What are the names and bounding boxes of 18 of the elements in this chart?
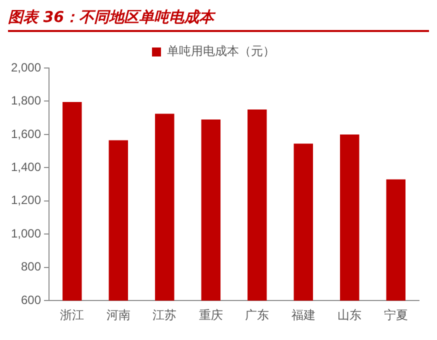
x-tick-label: 宁夏 (384, 308, 408, 322)
y-tick-label: 1,800 (11, 94, 42, 108)
y-tick-label: 1,000 (11, 226, 42, 240)
chart-title: 图表 36：不同地区单吨电成本 (8, 8, 429, 32)
x-tick-label: 浙江 (60, 308, 84, 322)
y-tick-label: 1,200 (11, 193, 42, 208)
y-tick-label: 800 (21, 260, 42, 274)
x-tick-label: 山东 (338, 308, 362, 322)
y-tick-label: 2,000 (11, 60, 42, 74)
legend-label: 单吨用电成本（元） (167, 44, 275, 58)
x-tick-label: 河南 (106, 308, 130, 322)
x-tick-label: 广东 (245, 308, 270, 322)
y-tick-label: 1,400 (11, 160, 42, 174)
y-tick-label: 600 (21, 292, 42, 307)
x-tick-label: 江苏 (152, 308, 177, 322)
y-tick-label: 1,600 (11, 126, 42, 141)
x-tick-label: 重庆 (198, 308, 223, 322)
x-tick-label: 福建 (291, 308, 316, 322)
